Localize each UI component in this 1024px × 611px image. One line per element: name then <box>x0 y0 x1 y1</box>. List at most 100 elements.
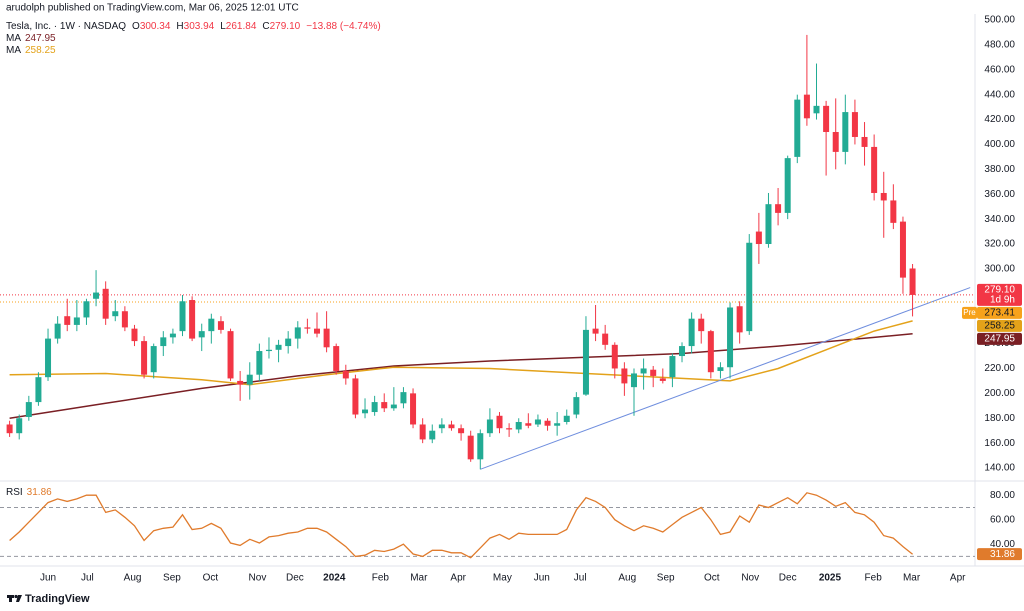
trendline <box>480 287 971 470</box>
rsi-legend: RSI 31.86 <box>6 487 52 498</box>
candle-body <box>640 368 647 374</box>
ma-legend: MA 247.95 <box>6 33 56 44</box>
x-tick-label: Jul <box>81 573 94 584</box>
premarket-box <box>977 306 1022 319</box>
moving-average <box>9 320 913 386</box>
candle-body <box>6 424 13 434</box>
rsi-tick-label: 40.00 <box>990 539 1015 550</box>
candle-body <box>246 374 253 385</box>
footer-logo <box>7 594 22 602</box>
candle-body <box>813 105 820 114</box>
candle-body <box>563 415 570 422</box>
footer-brand: TradingView <box>25 593 90 605</box>
candle-body <box>746 242 753 332</box>
ohlc-value: 261.84 <box>226 21 257 32</box>
candle-body <box>861 136 868 147</box>
candle-body <box>208 318 215 332</box>
x-tick-label: May <box>493 573 512 584</box>
candle-body <box>448 424 455 429</box>
rsi-tick-label: 60.00 <box>990 514 1015 525</box>
ohlc-value: 300.34 <box>140 21 171 32</box>
x-tick-label: Dec <box>286 573 304 584</box>
candle-body <box>650 369 657 376</box>
candle-body <box>621 368 628 384</box>
candle-body <box>592 328 599 334</box>
x-tick-label: Sep <box>163 573 181 584</box>
candle-body <box>93 292 100 299</box>
y-tick-label: 220.00 <box>984 363 1015 374</box>
ma-value: 247.95 <box>25 33 56 44</box>
candle-body <box>45 338 52 378</box>
candle-body <box>506 428 513 430</box>
x-tick-label: Mar <box>410 573 428 584</box>
y-tick-label: 340.00 <box>984 214 1015 225</box>
candle-body <box>83 301 90 318</box>
candle-body <box>294 327 301 339</box>
x-tick-label: Oct <box>704 573 720 584</box>
rsi-value: 31.86 <box>27 487 52 498</box>
candle-body <box>525 423 532 426</box>
premarket-tag-box <box>962 306 977 319</box>
candle-body <box>304 327 311 329</box>
candle-body <box>112 311 119 317</box>
candle-body <box>64 316 71 325</box>
candle-body <box>534 419 541 425</box>
candle-body <box>73 317 80 325</box>
candle-body <box>736 306 743 333</box>
ohlc-key: O <box>132 21 140 32</box>
candle-body <box>35 377 42 403</box>
candle-body <box>727 307 734 368</box>
candle-body <box>679 346 686 357</box>
candle-body <box>381 402 388 409</box>
rsi-tick-label: 80.00 <box>990 490 1015 501</box>
candle-body <box>285 338 292 347</box>
x-tick-label: Feb <box>372 573 390 584</box>
y-tick-label: 380.00 <box>984 164 1015 175</box>
candle-body <box>371 402 378 413</box>
ma-name: MA <box>6 45 21 56</box>
candle-body <box>141 341 148 375</box>
candle-body <box>16 418 23 434</box>
last-price-label: 279.10 <box>984 285 1015 296</box>
x-tick-label: 2025 <box>819 573 842 584</box>
candle-body <box>851 112 858 137</box>
publisher: arudolph published on TradingView.com, M… <box>6 3 299 14</box>
candle-body <box>707 331 714 373</box>
candle-body <box>237 380 244 385</box>
logo-part <box>16 595 22 602</box>
y-tick-label: 320.00 <box>984 239 1015 250</box>
candle-body <box>832 131 839 152</box>
candle-body <box>275 344 282 350</box>
candle-body <box>323 328 330 348</box>
candle-body <box>467 435 474 460</box>
ohlc-value: 279.10 <box>270 21 301 32</box>
candle-body <box>189 300 196 339</box>
candle-body <box>486 419 493 434</box>
logo-part <box>14 594 18 599</box>
y-tick-label: 400.00 <box>984 139 1015 150</box>
candle-body <box>899 221 906 278</box>
candle-body <box>333 346 340 371</box>
ohlc-key: C <box>262 21 269 32</box>
candle-body <box>784 158 791 213</box>
candle-body <box>410 393 417 425</box>
candle-body <box>755 231 762 245</box>
ohlc-key: L <box>220 21 226 32</box>
candle-body <box>313 328 320 334</box>
x-tick-label: Jun <box>40 573 56 584</box>
x-tick-label: Sep <box>657 573 675 584</box>
candle-body <box>890 200 897 223</box>
candle-body <box>794 99 801 157</box>
x-tick-label: Dec <box>779 573 797 584</box>
y-tick-label: 480.00 <box>984 40 1015 51</box>
x-tick-label: Nov <box>741 573 759 584</box>
rsi-last-box <box>977 548 1022 561</box>
ma-1-label: 258.25 <box>984 321 1015 332</box>
candle-body <box>669 356 676 378</box>
logo-part <box>9 595 12 602</box>
x-tick-label: Jul <box>574 573 587 584</box>
moving-average <box>9 332 913 420</box>
y-tick-label: 140.00 <box>984 463 1015 474</box>
candle-body <box>602 333 609 345</box>
